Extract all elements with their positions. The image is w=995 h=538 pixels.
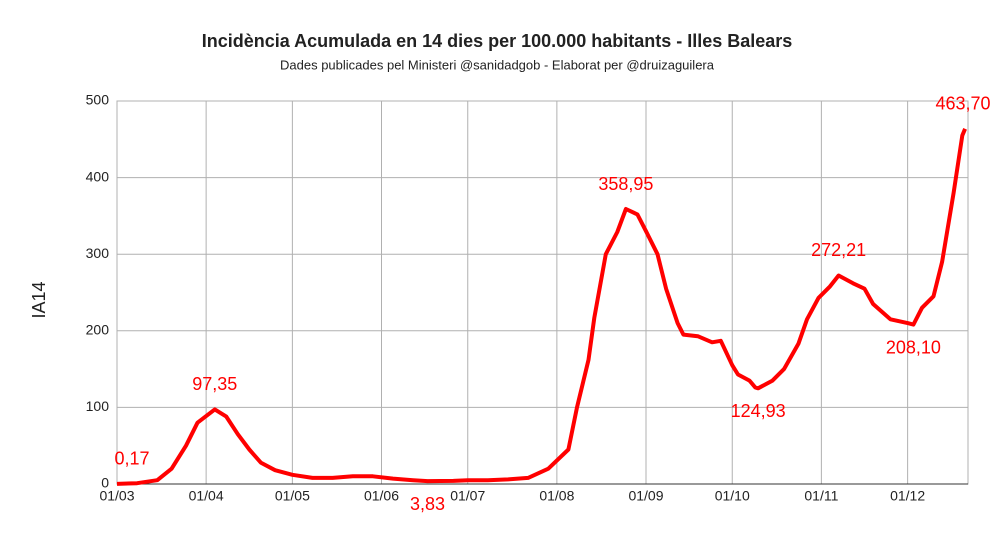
- data-label: 208,10: [886, 337, 941, 357]
- y-tick-label: 100: [86, 398, 110, 414]
- y-axis-label: IA14: [29, 281, 49, 318]
- x-tick-label: 01/05: [275, 488, 310, 504]
- x-tick-label: 01/04: [189, 488, 224, 504]
- x-tick-label: 01/10: [715, 488, 750, 504]
- data-label: 3,83: [410, 494, 445, 514]
- y-tick-label: 400: [86, 168, 110, 184]
- x-tick-label: 01/06: [364, 488, 399, 504]
- data-label: 463,70: [935, 94, 990, 114]
- y-tick-label: 200: [86, 322, 110, 338]
- data-line: [116, 128, 967, 486]
- y-tick-label: 300: [86, 245, 110, 261]
- chart-subtitle: Dades publicades pel Ministeri @sanidadg…: [280, 57, 715, 72]
- x-tick-label: 01/11: [804, 488, 838, 504]
- data-label: 124,93: [731, 401, 786, 421]
- chart-title: Incidència Acumulada en 14 dies per 100.…: [202, 31, 793, 51]
- data-label: 272,21: [811, 240, 866, 260]
- x-tick-label: 01/07: [450, 488, 485, 504]
- x-tick-label: 01/09: [628, 488, 663, 504]
- y-tick-label: 0: [101, 475, 109, 491]
- data-label: 358,95: [598, 174, 653, 194]
- plot-border: [116, 100, 969, 485]
- x-tick-label: 01/08: [539, 488, 574, 504]
- data-label: 97,35: [192, 374, 237, 394]
- x-tick-label: 01/03: [99, 488, 134, 504]
- data-label: 0,17: [114, 449, 149, 469]
- y-tick-label: 500: [86, 92, 110, 108]
- x-tick-label: 01/12: [890, 488, 925, 504]
